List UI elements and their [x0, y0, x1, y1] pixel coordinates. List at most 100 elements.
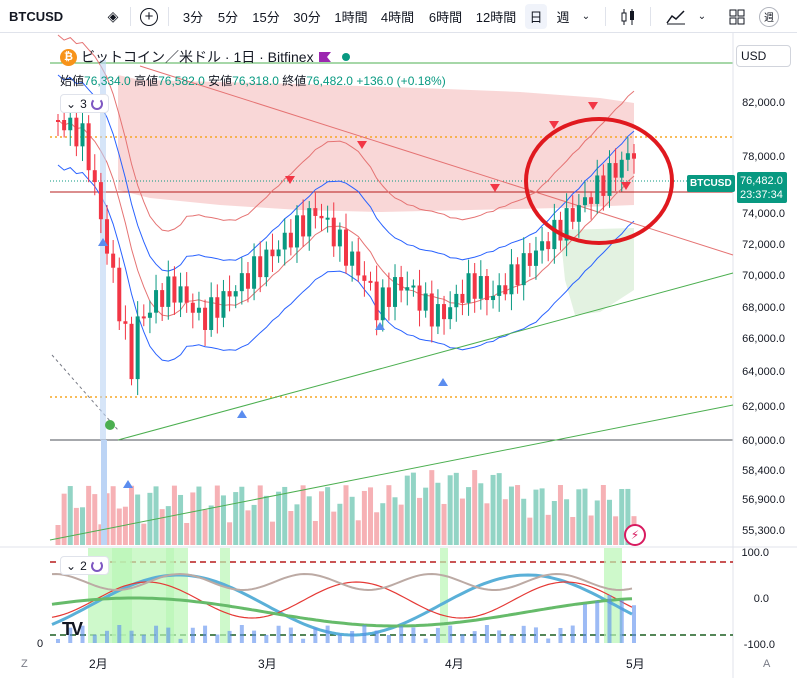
price-tick: 82,000.0: [742, 97, 785, 109]
candle-body: [497, 285, 502, 296]
interval-12h[interactable]: 12時間: [475, 10, 517, 25]
osc-tick: 0.0: [753, 593, 769, 605]
volume-bar: [202, 509, 208, 545]
osc-histogram-bar: [141, 634, 146, 643]
candle-body: [576, 205, 581, 222]
interval-6h[interactable]: 6時間: [428, 10, 463, 25]
symbol-search[interactable]: BTCUSD: [9, 9, 64, 24]
compare-diamond-icon[interactable]: ◈: [107, 8, 119, 24]
interval-1w[interactable]: 週: [556, 10, 570, 25]
volume-spike: [101, 440, 107, 545]
osc-line: [51, 596, 633, 628]
candle-body: [172, 276, 177, 303]
oscillator-collapse-button[interactable]: ⌄ 2: [60, 556, 109, 575]
candle-body: [564, 208, 569, 241]
candle-body: [233, 291, 238, 297]
volume-bar: [98, 524, 104, 545]
candle-body: [429, 293, 434, 327]
ichimoku-cloud: [118, 75, 634, 315]
osc-histogram-bar: [252, 630, 257, 643]
interval-chevron-down-icon[interactable]: ⌄: [581, 11, 591, 22]
osc-histogram-bar: [337, 634, 342, 643]
volume-bar: [417, 497, 423, 545]
layout-grid-icon[interactable]: [724, 0, 750, 33]
sell-signal-icon: [490, 184, 500, 192]
volume-bar: [619, 489, 625, 545]
volume-bar: [104, 493, 110, 545]
price-tick: 74,000.0: [742, 208, 785, 220]
volume-bar: [508, 486, 514, 545]
interval-1h[interactable]: 1時間: [334, 10, 368, 25]
currency-select[interactable]: USD: [736, 45, 791, 67]
indicators-icon[interactable]: [662, 0, 690, 33]
candle-body: [356, 251, 361, 276]
sell-signal-icon: [285, 176, 295, 184]
interval-30m[interactable]: 30分: [293, 10, 321, 25]
interval-4h[interactable]: 4時間: [380, 10, 415, 25]
candle-body: [319, 215, 324, 219]
candle-body: [423, 293, 428, 311]
lightning-icon[interactable]: ⚡: [624, 524, 646, 546]
osc-histogram-bar: [521, 625, 526, 643]
candle-body: [380, 287, 385, 321]
volume-bar: [300, 485, 306, 545]
price-tick: 64,000.0: [742, 366, 785, 378]
weekly-badge[interactable]: 週: [757, 0, 781, 33]
candle-body: [307, 208, 312, 237]
osc-histogram-bar: [570, 625, 575, 643]
osc-histogram-bar: [448, 625, 453, 643]
interval-5m[interactable]: 5分: [217, 10, 239, 25]
volume-bar: [343, 485, 349, 545]
ohlc-values: 始値76,334.0 高値76,582.0 安値76,318.0 終値76,48…: [60, 74, 446, 88]
candle-body: [435, 304, 440, 327]
indicators-collapse-button[interactable]: ⌄ 3: [60, 94, 109, 113]
candle-body: [619, 159, 624, 178]
volume-bar: [570, 516, 576, 545]
volume-bar: [306, 496, 312, 545]
auto-scale-toggle[interactable]: A: [763, 658, 771, 670]
flag-icon[interactable]: [318, 50, 332, 64]
loading-icon: [90, 559, 103, 572]
price-tick: 56,900.0: [742, 494, 785, 506]
osc-histogram-bar: [68, 627, 73, 643]
candle-body: [337, 229, 342, 247]
volume-bar: [380, 503, 386, 545]
osc-histogram-bar: [607, 595, 612, 643]
candle-body: [405, 287, 410, 291]
volume-zero-label: 0: [37, 638, 44, 650]
volume-bar: [441, 503, 447, 545]
add-symbol-icon[interactable]: +: [137, 0, 161, 33]
candle-body: [105, 219, 110, 254]
candle-body: [484, 276, 489, 301]
buy-signal-icon: [123, 480, 133, 488]
volume-bar: [447, 475, 453, 545]
price-tick: 62,000.0: [742, 401, 785, 413]
price-tick: 60,000.0: [742, 435, 785, 447]
osc-histogram-bar: [313, 627, 318, 643]
volume-bar: [178, 494, 184, 545]
volume-bar: [361, 490, 367, 545]
osc-histogram-bar: [325, 625, 330, 643]
candle-body: [203, 307, 208, 330]
candle-body: [552, 219, 557, 250]
interval-3m[interactable]: 3分: [182, 10, 204, 25]
candle-body: [239, 273, 244, 292]
candles-icon[interactable]: [615, 0, 641, 33]
volume-bar: [484, 503, 490, 545]
candle-body: [252, 256, 257, 289]
osc-histogram-bar: [362, 625, 367, 643]
volume-bar: [165, 506, 171, 545]
dashed-projection: [51, 354, 119, 431]
indicators-chevron-icon[interactable]: ⌄: [697, 11, 707, 22]
osc-histogram-bar: [423, 638, 428, 643]
interval-1d[interactable]: 日: [525, 4, 547, 29]
zoom-toggle[interactable]: Z: [21, 658, 28, 670]
osc-histogram-bar: [92, 634, 97, 643]
candle-body: [491, 295, 496, 301]
interval-15m[interactable]: 15分: [252, 10, 280, 25]
candle-body: [215, 297, 220, 318]
candle-body: [258, 256, 263, 278]
volume-bar: [410, 472, 416, 545]
volume-bar: [423, 487, 429, 545]
